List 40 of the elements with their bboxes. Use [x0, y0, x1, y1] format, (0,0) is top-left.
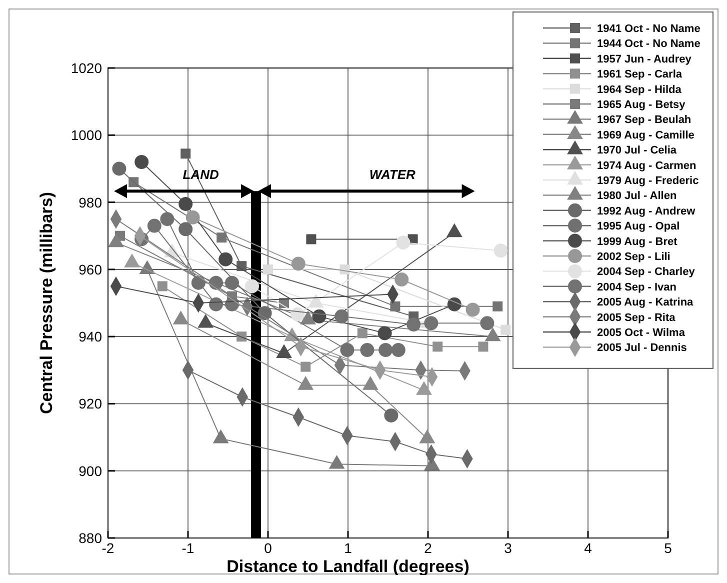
x-tick-label: 2 — [424, 540, 432, 556]
legend-label: 1969 Aug - Camille — [597, 129, 694, 142]
x-tick-label: 1 — [344, 540, 352, 556]
legend-label: 2005 Jul - Dennis — [597, 342, 687, 354]
x-tick-label: 3 — [504, 540, 512, 556]
legend-label: 2002 Sep - Lili — [597, 251, 670, 263]
legend-label: 1995 Aug - Opal — [597, 220, 680, 233]
legend-label: 2005 Sep - Rita — [597, 312, 676, 324]
legend-label: 1961 Sep - Carla — [597, 68, 683, 81]
y-tick-label: 900 — [78, 462, 102, 479]
x-tick-label: 4 — [584, 540, 592, 556]
legend-label: 2005 Aug - Katrina — [597, 296, 694, 309]
x-tick-label: 0 — [264, 540, 272, 556]
legend-label: 1979 Aug - Frederic — [597, 175, 699, 187]
y-axis-title: Central Pressure (millibars) — [37, 192, 56, 414]
y-tick-label: 920 — [78, 396, 102, 412]
x-tick-label: 5 — [664, 540, 672, 556]
y-tick-label: 960 — [78, 261, 102, 278]
legend-label: 1980 Jul - Allen — [597, 190, 677, 202]
y-tick-label: 1000 — [70, 127, 102, 144]
legend-label: 1970 Jul - Celia — [597, 144, 678, 157]
legend-label: 1964 Sep - Hilda — [597, 84, 682, 96]
legend-label: 1999 Aug - Bret — [597, 236, 678, 248]
y-tick-label: 980 — [78, 194, 102, 210]
legend-label: 1965 Aug - Betsy — [597, 99, 686, 111]
legend-label: 2004 Sep - Ivan — [597, 281, 677, 294]
y-tick-label: 1020 — [70, 60, 102, 76]
annotation: WATER — [369, 167, 416, 182]
legend-label: 1992 Aug - Andrew — [597, 205, 696, 218]
y-tick-label: 940 — [78, 328, 102, 345]
legend-label: 1974 Aug - Carmen — [597, 160, 697, 172]
x-tick-label: -2 — [102, 540, 114, 556]
legend-label: 1957 Jun - Audrey — [597, 53, 692, 66]
legend-label: 1967 Sep - Beulah — [597, 114, 692, 126]
legend-label: 1944 Oct - No Name — [597, 38, 700, 50]
x-tick-label: -1 — [182, 540, 194, 556]
y-tick-label: 880 — [78, 530, 102, 546]
legend-label: 2004 Sep - Charley — [597, 266, 696, 278]
legend-label: 1941 Oct - No Name — [597, 23, 700, 35]
legend-label: 2005 Oct - Wilma — [597, 327, 686, 339]
